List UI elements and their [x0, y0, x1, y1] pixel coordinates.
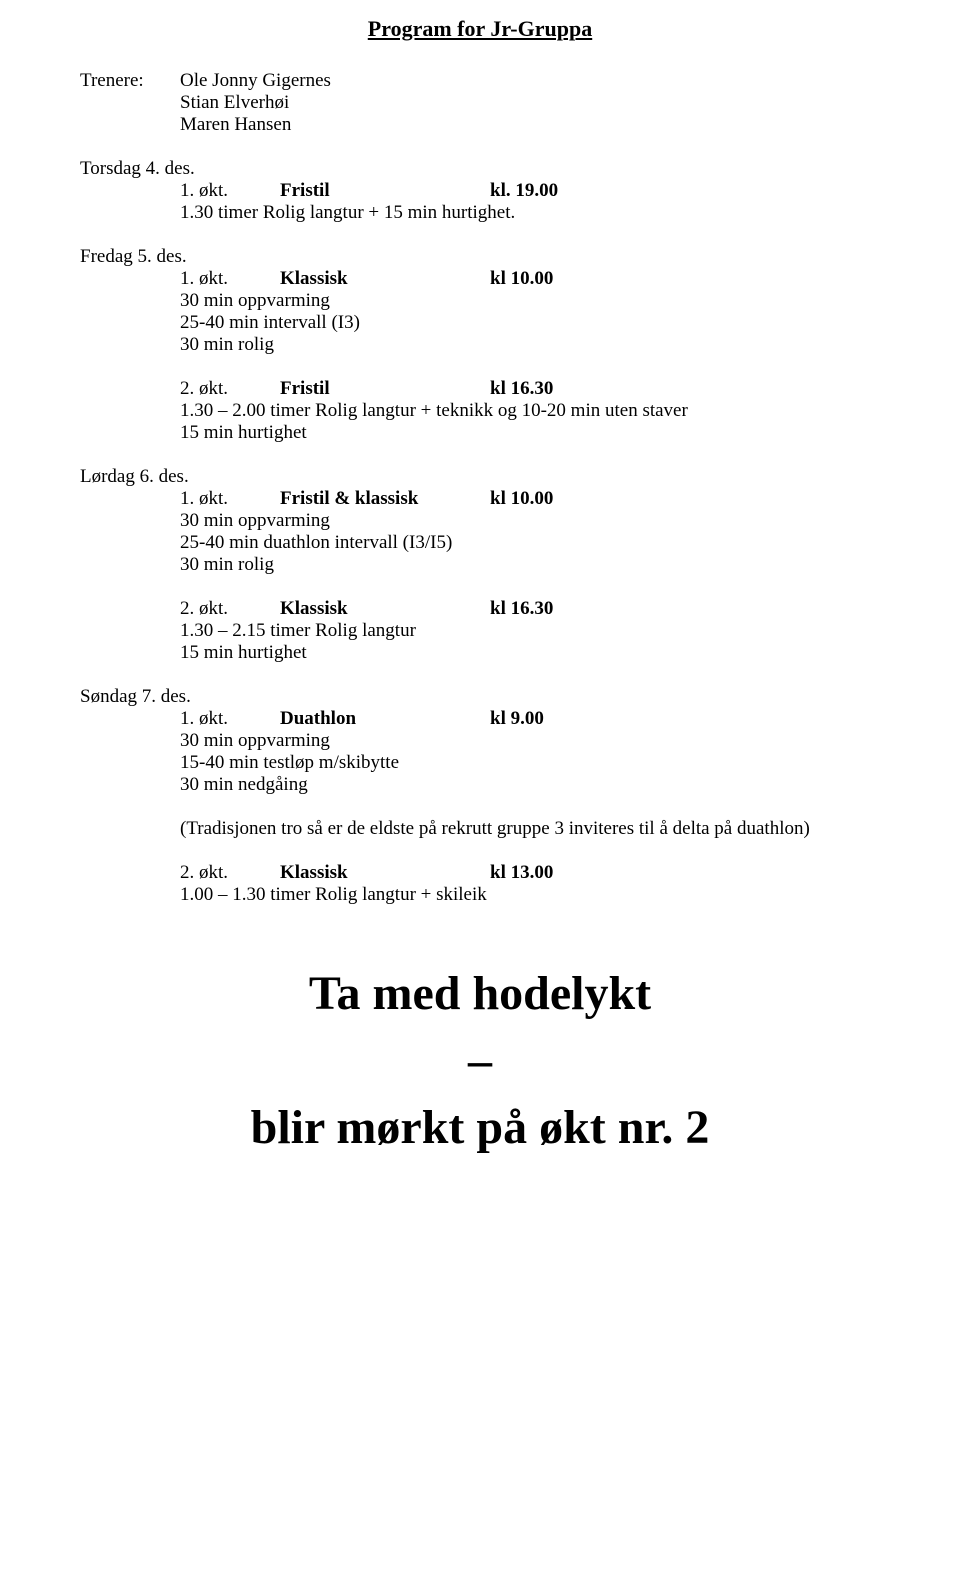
session-time: kl. 19.00 — [490, 180, 558, 202]
headlamp-dash: – — [80, 1033, 880, 1088]
page-title: Program for Jr-Gruppa — [80, 16, 880, 42]
session-detail: 30 min oppvarming — [180, 730, 880, 752]
friday-block: 1. økt. Klassisk kl 10.00 30 min oppvarm… — [80, 268, 880, 444]
headlamp-line1: Ta med hodelykt — [80, 966, 880, 1021]
sunday-block: 1. økt. Duathlon kl 9.00 30 min oppvarmi… — [80, 708, 880, 906]
saturday-block: 1. økt. Fristil & klassisk kl 10.00 30 m… — [80, 488, 880, 664]
trainers-label: Trenere: — [80, 70, 180, 92]
headlamp-line2: blir mørkt på økt nr. 2 — [80, 1100, 880, 1155]
session-number: 1. økt. — [180, 268, 280, 290]
session-detail: 30 min oppvarming — [180, 290, 880, 312]
session-style: Fristil — [280, 180, 490, 202]
session-time: kl 10.00 — [490, 488, 553, 510]
session-line: 2. økt. Fristil kl 16.30 — [180, 378, 880, 400]
session-style: Klassisk — [280, 598, 490, 620]
session-time: kl 16.30 — [490, 598, 553, 620]
trainer-name: Ole Jonny Gigernes — [180, 70, 880, 92]
sunday-note: (Tradisjonen tro så er de eldste på rekr… — [180, 818, 880, 840]
session-style: Klassisk — [280, 268, 490, 290]
session-style: Fristil & klassisk — [280, 488, 490, 510]
trainer-name: Maren Hansen — [180, 114, 880, 136]
session-time: kl 16.30 — [490, 378, 553, 400]
session-detail: 1.00 – 1.30 timer Rolig langtur + skilei… — [180, 884, 880, 906]
trainers-block: Trenere: Ole Jonny Gigernes Stian Elverh… — [80, 70, 880, 136]
session-line: 1. økt. Fristil kl. 19.00 — [180, 180, 880, 202]
page: Program for Jr-Gruppa Trenere: Ole Jonny… — [0, 0, 960, 1215]
session-style: Klassisk — [280, 862, 490, 884]
session-line: 1. økt. Klassisk kl 10.00 — [180, 268, 880, 290]
trainers-list: Ole Jonny Gigernes Stian Elverhøi Maren … — [180, 70, 880, 136]
session-number: 2. økt. — [180, 378, 280, 400]
session-detail: 1.30 timer Rolig langtur + 15 min hurtig… — [180, 202, 880, 224]
session-style: Fristil — [280, 378, 490, 400]
session-line: 2. økt. Klassisk kl 16.30 — [180, 598, 880, 620]
session-detail: 25-40 min intervall (I3) — [180, 312, 880, 334]
session-number: 2. økt. — [180, 598, 280, 620]
session-detail: 30 min rolig — [180, 554, 880, 576]
session-detail: 15-40 min testløp m/skibytte — [180, 752, 880, 774]
session-detail: 15 min hurtighet — [180, 422, 880, 444]
session-detail: 25-40 min duathlon intervall (I3/I5) — [180, 532, 880, 554]
session-style: Duathlon — [280, 708, 490, 730]
session-detail: 30 min oppvarming — [180, 510, 880, 532]
day-heading: Søndag 7. des. — [80, 686, 880, 708]
thursday-block: 1. økt. Fristil kl. 19.00 1.30 timer Rol… — [80, 180, 880, 224]
session-number: 1. økt. — [180, 488, 280, 510]
day-heading: Fredag 5. des. — [80, 246, 880, 268]
session-time: kl 9.00 — [490, 708, 544, 730]
session-line: 1. økt. Fristil & klassisk kl 10.00 — [180, 488, 880, 510]
session-detail: 30 min rolig — [180, 334, 880, 356]
trainer-name: Stian Elverhøi — [180, 92, 880, 114]
day-heading: Lørdag 6. des. — [80, 466, 880, 488]
session-line: 1. økt. Duathlon kl 9.00 — [180, 708, 880, 730]
session-detail: 1.30 – 2.00 timer Rolig langtur + teknik… — [180, 400, 880, 422]
session-detail: 15 min hurtighet — [180, 642, 880, 664]
session-detail: 1.30 – 2.15 timer Rolig langtur — [180, 620, 880, 642]
day-heading: Torsdag 4. des. — [80, 158, 880, 180]
session-number: 1. økt. — [180, 180, 280, 202]
session-number: 1. økt. — [180, 708, 280, 730]
session-time: kl 10.00 — [490, 268, 553, 290]
session-number: 2. økt. — [180, 862, 280, 884]
session-line: 2. økt. Klassisk kl 13.00 — [180, 862, 880, 884]
session-detail: 30 min nedgåing — [180, 774, 880, 796]
session-time: kl 13.00 — [490, 862, 553, 884]
